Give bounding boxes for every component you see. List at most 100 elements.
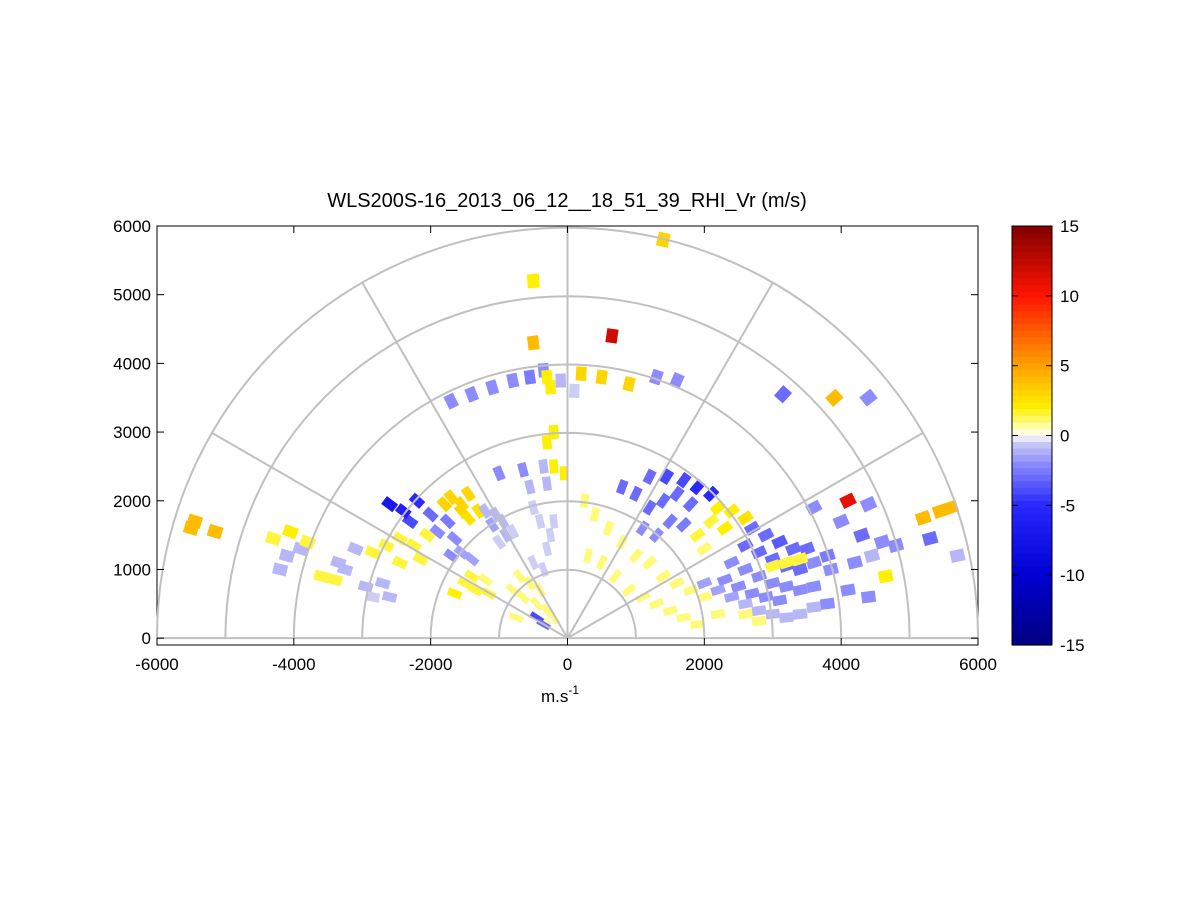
colorbar-swatch <box>1012 396 1052 404</box>
velocity-gate <box>526 273 540 289</box>
colorbar-swatch <box>1012 252 1052 260</box>
velocity-gate <box>506 372 520 389</box>
y-tick-label: 5000 <box>113 286 151 305</box>
velocity-gate <box>635 520 650 537</box>
colorbar-tick-label: -15 <box>1060 636 1085 655</box>
velocity-gate <box>682 496 699 513</box>
velocity-gate <box>662 605 678 616</box>
colorbar-swatch <box>1012 383 1052 391</box>
velocity-gate <box>792 608 808 620</box>
velocity-gate <box>526 335 540 351</box>
colorbar-swatch <box>1012 638 1052 646</box>
polar-grid <box>156 226 979 640</box>
velocity-gate <box>648 598 665 610</box>
velocity-gate <box>805 555 823 570</box>
velocity-gates <box>182 231 966 631</box>
x-axis-label: m.s-1 <box>541 683 579 706</box>
velocity-gate <box>381 591 398 603</box>
velocity-gate <box>723 503 741 520</box>
velocity-gate <box>595 369 608 385</box>
velocity-gate <box>523 369 537 385</box>
y-tick-label: 0 <box>142 629 151 648</box>
velocity-gate <box>629 485 643 502</box>
colorbar-swatch <box>1012 291 1052 299</box>
velocity-gate <box>508 612 524 623</box>
azimuth-spoke <box>566 282 774 639</box>
colorbar-tick-label: 15 <box>1060 217 1079 236</box>
velocity-gate <box>764 559 781 573</box>
colorbar-swatch <box>1012 370 1052 378</box>
velocity-gate <box>778 580 795 593</box>
velocity-gate <box>412 552 429 567</box>
colorbar-tick-label: 5 <box>1060 357 1069 376</box>
velocity-gate <box>541 476 552 492</box>
velocity-gate <box>716 520 734 536</box>
velocity-gate <box>453 496 470 513</box>
velocity-gate <box>182 520 200 536</box>
velocity-gate <box>792 583 808 597</box>
velocity-gate <box>364 545 381 560</box>
velocity-gate <box>391 555 409 570</box>
colorbar-swatch <box>1012 500 1052 509</box>
colorbar-swatch <box>1012 448 1052 456</box>
colorbar-swatch <box>1012 311 1052 319</box>
velocity-gate <box>921 530 939 547</box>
velocity-gate <box>394 503 412 520</box>
velocity-gate <box>642 499 657 516</box>
colorbar-swatch <box>1012 415 1052 424</box>
colorbar-swatch <box>1012 599 1052 607</box>
azimuth-spoke <box>211 432 569 639</box>
velocity-gate <box>545 527 556 543</box>
velocity-gate <box>471 502 486 520</box>
velocity-gate <box>696 541 713 557</box>
velocity-gate <box>622 375 636 393</box>
y-axis: 0 1000 2000 3000 4000 5000 6000 <box>113 217 978 648</box>
velocity-gate <box>822 562 840 577</box>
colorbar-swatch <box>1012 428 1052 437</box>
velocity-gate <box>736 510 754 526</box>
colorbar-swatch <box>1012 514 1052 522</box>
velocity-gate <box>583 548 594 564</box>
colorbar-swatch <box>1012 579 1052 587</box>
velocity-gate <box>542 541 552 557</box>
velocity-gate <box>628 548 644 564</box>
colorbar-swatch <box>1012 350 1052 358</box>
velocity-gate <box>621 583 637 597</box>
colorbar-swatch <box>1012 566 1052 574</box>
colorbar-tick-label: -10 <box>1060 566 1085 585</box>
x-tick-label: 4000 <box>822 655 860 674</box>
velocity-gate <box>859 388 878 407</box>
velocity-gate <box>723 555 740 570</box>
velocity-gate <box>806 601 822 614</box>
velocity-gate <box>313 569 330 584</box>
velocity-gate <box>778 555 795 570</box>
velocity-gate <box>589 506 601 523</box>
velocity-gate <box>460 509 476 526</box>
velocity-gate <box>429 523 446 540</box>
velocity-gate <box>764 576 781 590</box>
velocity-gate <box>443 392 459 410</box>
y-tick-label: 6000 <box>113 217 151 236</box>
colorbar-swatch <box>1012 363 1052 371</box>
colorbar-swatch <box>1012 461 1052 469</box>
velocity-gate <box>863 548 881 564</box>
colorbar-swatch <box>1012 435 1052 443</box>
velocity-gate <box>860 590 877 604</box>
colorbar-swatch <box>1012 330 1052 338</box>
velocity-gate <box>757 527 775 543</box>
velocity-gate <box>364 590 381 603</box>
colorbar-swatch <box>1012 507 1052 515</box>
velocity-gate <box>730 580 747 593</box>
velocity-gate <box>642 468 657 485</box>
colorbar-swatch <box>1012 337 1052 345</box>
velocity-gate <box>281 523 299 540</box>
colorbar: 15 10 5 0 -5 -10 -15 <box>1011 217 1085 655</box>
velocity-gate <box>460 485 476 503</box>
velocity-gate <box>737 608 753 620</box>
velocity-gate <box>839 492 857 509</box>
velocity-gate <box>527 499 539 516</box>
velocity-gate <box>477 572 494 587</box>
velocity-gate <box>326 573 343 587</box>
velocity-gate <box>548 459 559 474</box>
velocity-gate <box>676 612 692 623</box>
